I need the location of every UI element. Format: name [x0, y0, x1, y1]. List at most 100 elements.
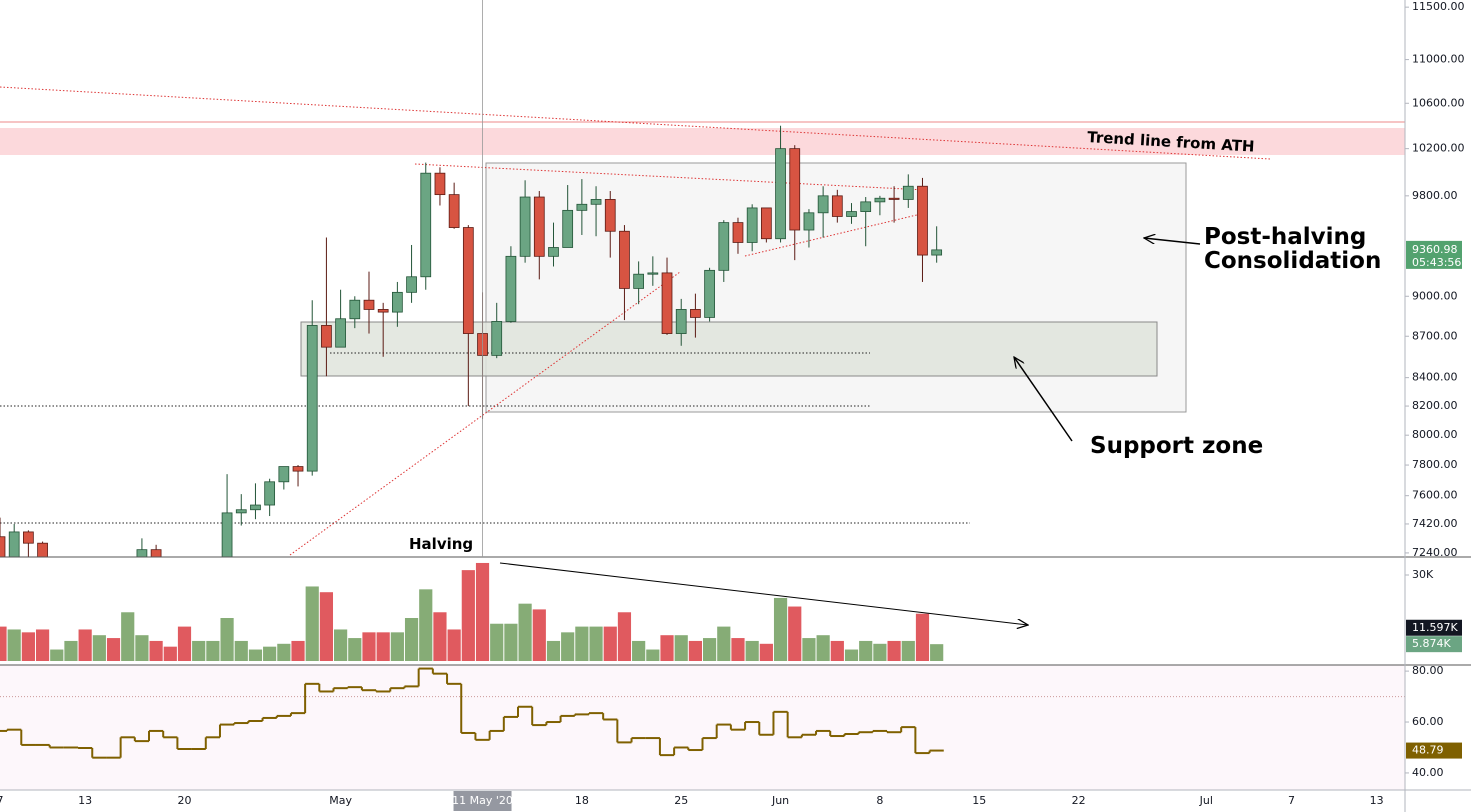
volume-bar	[873, 643, 887, 661]
candle-body	[349, 299, 361, 320]
volume-bar	[35, 629, 50, 661]
candle-body	[8, 531, 20, 557]
volume-bar	[816, 635, 830, 661]
candle-body	[661, 272, 673, 334]
candle-body	[775, 148, 786, 240]
y-tick-label: 30K	[1412, 568, 1434, 581]
candle-body	[94, 618, 104, 619]
volume-bar	[504, 623, 518, 661]
arrow	[1144, 238, 1201, 245]
candle-body	[37, 542, 48, 557]
candle-body	[902, 185, 914, 200]
volume-bar	[163, 646, 177, 661]
candle-body	[491, 321, 503, 356]
volume-bar	[348, 638, 362, 661]
x-tick-label: 20	[177, 794, 191, 807]
y-tick-label: 8700.00	[1412, 329, 1458, 342]
candle-body	[917, 185, 928, 256]
rsi-label-box	[1406, 742, 1462, 759]
x-tick-label: Jul	[1199, 794, 1213, 807]
candle-body	[462, 227, 474, 334]
volume-bar	[106, 638, 121, 661]
volume-label: 5.874K	[1412, 637, 1451, 650]
volume-bar	[646, 649, 660, 661]
volume-bar	[433, 612, 447, 661]
volume-bar	[887, 640, 901, 661]
candle-body	[675, 309, 687, 334]
y-tick-label: 7800.00	[1412, 458, 1458, 471]
x-tick-label: Jun	[771, 794, 789, 807]
crosshair-label-box	[453, 791, 512, 811]
rsi-background	[0, 665, 1405, 790]
volume-bar	[844, 649, 859, 661]
volume-bar	[7, 629, 21, 661]
candle-body	[817, 195, 829, 214]
candle-body	[647, 272, 659, 275]
candle-body	[633, 273, 645, 289]
candle-body	[562, 209, 574, 248]
volume-bar	[915, 613, 930, 661]
volume-bar	[121, 612, 135, 661]
volume-bar	[745, 640, 759, 661]
volume-bar	[632, 640, 646, 661]
volume-bar	[703, 638, 717, 661]
candle-body	[306, 325, 318, 472]
candle-body	[235, 509, 247, 514]
drawings	[0, 86, 1405, 619]
candle-body	[931, 249, 943, 256]
candle-body	[335, 318, 346, 348]
candle-body	[208, 571, 218, 617]
candle-body	[803, 212, 815, 231]
y-tick-label: 8200.00	[1412, 399, 1458, 412]
volume-bar	[802, 638, 816, 661]
candles	[0, 125, 943, 619]
candle-body	[377, 309, 389, 313]
volume-bar	[546, 640, 561, 661]
volume-bar	[518, 603, 532, 661]
candle-body	[420, 172, 432, 278]
volume-bar	[901, 640, 915, 661]
resistance-band	[0, 128, 1405, 155]
arrow	[1014, 357, 1073, 442]
y-tick-label: 10200.00	[1412, 142, 1465, 155]
candle-body	[760, 207, 772, 240]
volume-bar	[248, 649, 263, 661]
volume-bar	[660, 635, 674, 661]
candle-body	[576, 203, 588, 211]
volume-bar	[461, 570, 475, 661]
volume-bar	[490, 623, 504, 661]
volume-bar	[0, 626, 7, 661]
volume-bar	[717, 626, 731, 661]
volume-bar	[404, 618, 419, 661]
annotation: Support zone	[1090, 433, 1263, 459]
volume-trend-arrow	[499, 562, 1028, 625]
x-tick-label: 13	[78, 794, 92, 807]
volume-panel	[0, 562, 944, 661]
x-tick-label: 22	[1072, 794, 1086, 807]
last-price-box	[1406, 240, 1462, 269]
volume-bar	[334, 629, 348, 661]
y-tick-label: 7600.00	[1412, 489, 1458, 502]
volume-bar	[376, 632, 390, 661]
candle-body	[165, 573, 175, 576]
volume-bar	[64, 640, 78, 661]
volume-bar	[830, 640, 844, 661]
volume-bar	[419, 589, 433, 661]
candle-body	[321, 325, 332, 348]
volume-ma-label-box	[1406, 619, 1462, 636]
candle-body	[590, 199, 602, 205]
volume-bar	[532, 609, 546, 661]
candle-body	[292, 466, 304, 472]
trend-line	[414, 163, 926, 191]
volume-bar	[575, 626, 589, 661]
volume-bar	[92, 635, 106, 661]
crosshair-label: 11 May '20	[452, 794, 513, 807]
countdown: 05:43:56	[1412, 256, 1461, 269]
rsi-label: 48.79	[1412, 744, 1444, 757]
annotation: Post-halving	[1204, 224, 1366, 250]
x-tick-label: 25	[674, 794, 688, 807]
candle-body	[406, 276, 417, 293]
candle-body	[264, 481, 276, 506]
y-tick-label: 9000.00	[1412, 289, 1458, 302]
